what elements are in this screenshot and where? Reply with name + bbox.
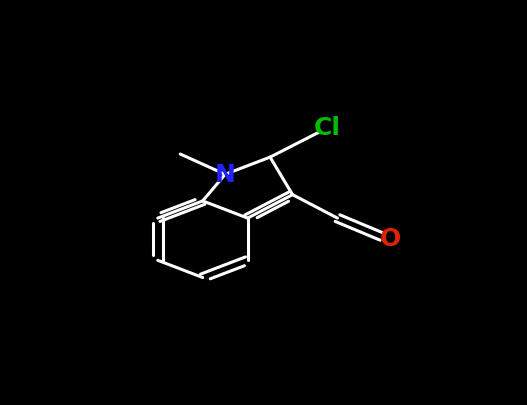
- Text: N: N: [214, 163, 236, 187]
- Text: O: O: [380, 227, 401, 251]
- Text: Cl: Cl: [314, 116, 341, 140]
